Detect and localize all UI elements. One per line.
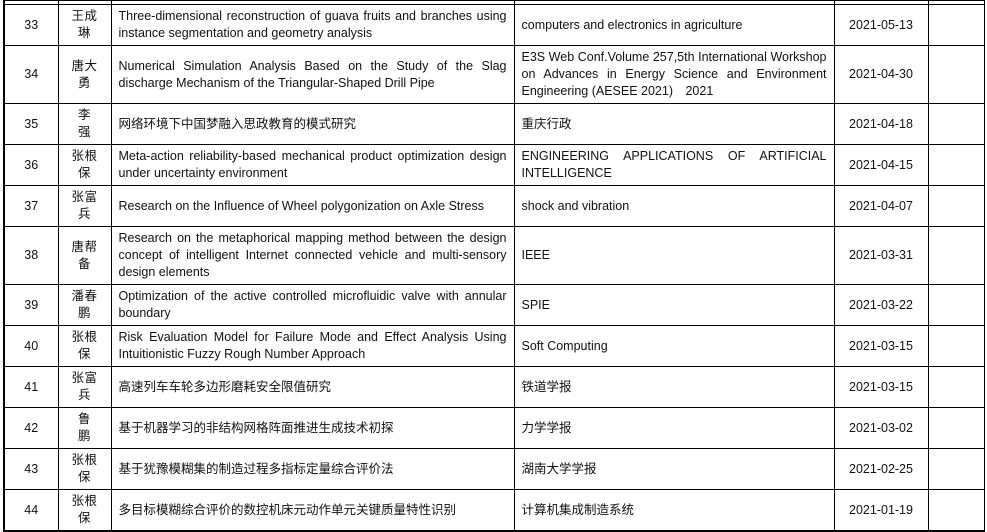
- table-row: 43 张根保 基于犹豫模糊集的制造过程多指标定量综合评价法 湖南大学学报 202…: [3, 448, 985, 490]
- empty-note-cell: [927, 448, 985, 490]
- row-index-cell: 34: [3, 45, 59, 104]
- paper-title-cell: 基于犹豫模糊集的制造过程多指标定量综合评价法: [110, 448, 515, 490]
- venue-cell: E3S Web Conf.Volume 257,5th Internationa…: [513, 45, 835, 104]
- paper-title-cell: Three-dimensional reconstruction of guav…: [110, 4, 515, 46]
- date-cell: 2021-03-31: [833, 226, 929, 285]
- paper-title-cell: 多目标模糊综合评价的数控机床元动作单元关键质量特性识别: [110, 489, 515, 532]
- venue-cell: 铁道学报: [513, 366, 835, 408]
- table-row: 38 唐帮备 Research on the metaphorical mapp…: [3, 226, 985, 285]
- paper-title-cell: Risk Evaluation Model for Failure Mode a…: [110, 325, 515, 367]
- date-cell: 2021-04-18: [833, 103, 929, 145]
- paper-title-cell: Optimization of the active controlled mi…: [110, 284, 515, 326]
- table-row: 33 王成琳 Three-dimensional reconstruction …: [3, 4, 985, 46]
- paper-title-cell: Research on the Influence of Wheel polyg…: [110, 185, 515, 227]
- table-row: 40 张根保 Risk Evaluation Model for Failure…: [3, 325, 985, 367]
- row-index-cell: 33: [3, 4, 59, 46]
- paper-title-cell: Meta-action reliability-based mechanical…: [110, 144, 515, 186]
- publications-table-body: 33 王成琳 Three-dimensional reconstruction …: [3, 0, 985, 532]
- empty-note-cell: [927, 103, 985, 145]
- venue-cell: ENGINEERING APPLICATIONS OF ARTIFICIAL I…: [513, 144, 835, 186]
- author-cell: 张富兵: [57, 185, 112, 227]
- author-cell: 王成琳: [57, 4, 112, 46]
- row-index-cell: 43: [3, 448, 59, 490]
- date-cell: 2021-02-25: [833, 448, 929, 490]
- date-cell: 2021-04-30: [833, 45, 929, 104]
- paper-title-cell: 网络环境下中国梦融入思政教育的模式研究: [110, 103, 515, 145]
- empty-note-cell: [927, 4, 985, 46]
- table-row: 35 李 强 网络环境下中国梦融入思政教育的模式研究 重庆行政 2021-04-…: [3, 103, 985, 145]
- venue-cell: 计算机集成制造系统: [513, 489, 835, 532]
- date-cell: 2021-03-22: [833, 284, 929, 326]
- row-index-cell: 38: [3, 226, 59, 285]
- row-index-cell: 40: [3, 325, 59, 367]
- venue-cell: 湖南大学学报: [513, 448, 835, 490]
- author-cell: 潘春鹏: [57, 284, 112, 326]
- venue-cell: 力学学报: [513, 407, 835, 449]
- author-cell: 唐帮备: [57, 226, 112, 285]
- row-index-cell: 41: [3, 366, 59, 408]
- date-cell: 2021-03-02: [833, 407, 929, 449]
- table-row: 39 潘春鹏 Optimization of the active contro…: [3, 284, 985, 326]
- table-row: 34 唐大勇 Numerical Simulation Analysis Bas…: [3, 45, 985, 104]
- empty-note-cell: [927, 407, 985, 449]
- table-row: 36 张根保 Meta-action reliability-based mec…: [3, 144, 985, 186]
- venue-cell: computers and electronics in agriculture: [513, 4, 835, 46]
- empty-note-cell: [927, 45, 985, 104]
- row-index-cell: 39: [3, 284, 59, 326]
- table-row: 37 张富兵 Research on the Influence of Whee…: [3, 185, 985, 227]
- row-index-cell: 37: [3, 185, 59, 227]
- row-index-cell: 42: [3, 407, 59, 449]
- venue-cell: shock and vibration: [513, 185, 835, 227]
- paper-title-cell: 高速列车车轮多边形磨耗安全限值研究: [110, 366, 515, 408]
- row-index-cell: 44: [3, 489, 59, 532]
- empty-note-cell: [927, 144, 985, 186]
- author-cell: 李 强: [57, 103, 112, 145]
- author-cell: 张富兵: [57, 366, 112, 408]
- date-cell: 2021-03-15: [833, 366, 929, 408]
- venue-cell: SPIE: [513, 284, 835, 326]
- date-cell: 2021-04-15: [833, 144, 929, 186]
- author-cell: 张根保: [57, 489, 112, 532]
- empty-note-cell: [927, 185, 985, 227]
- empty-note-cell: [927, 325, 985, 367]
- author-cell: 唐大勇: [57, 45, 112, 104]
- date-cell: 2021-03-15: [833, 325, 929, 367]
- publications-table: 33 王成琳 Three-dimensional reconstruction …: [3, 0, 985, 532]
- paper-title-cell: 基于机器学习的非结构网格阵面推进生成技术初探: [110, 407, 515, 449]
- author-cell: 张根保: [57, 448, 112, 490]
- date-cell: 2021-05-13: [833, 4, 929, 46]
- row-index-cell: 36: [3, 144, 59, 186]
- empty-note-cell: [927, 226, 985, 285]
- date-cell: 2021-04-07: [833, 185, 929, 227]
- date-cell: 2021-01-19: [833, 489, 929, 532]
- empty-note-cell: [927, 489, 985, 532]
- author-cell: 鲁 鹏: [57, 407, 112, 449]
- table-row: 42 鲁 鹏 基于机器学习的非结构网格阵面推进生成技术初探 力学学报 2021-…: [3, 407, 985, 449]
- venue-cell: Soft Computing: [513, 325, 835, 367]
- row-index-cell: 35: [3, 103, 59, 145]
- table-row: 41 张富兵 高速列车车轮多边形磨耗安全限值研究 铁道学报 2021-03-15: [3, 366, 985, 408]
- paper-title-cell: Research on the metaphorical mapping met…: [110, 226, 515, 285]
- venue-cell: 重庆行政: [513, 103, 835, 145]
- empty-note-cell: [927, 284, 985, 326]
- table-row: 44 张根保 多目标模糊综合评价的数控机床元动作单元关键质量特性识别 计算机集成…: [3, 489, 985, 532]
- venue-cell: IEEE: [513, 226, 835, 285]
- author-cell: 张根保: [57, 144, 112, 186]
- empty-note-cell: [927, 366, 985, 408]
- author-cell: 张根保: [57, 325, 112, 367]
- paper-title-cell: Numerical Simulation Analysis Based on t…: [110, 45, 515, 104]
